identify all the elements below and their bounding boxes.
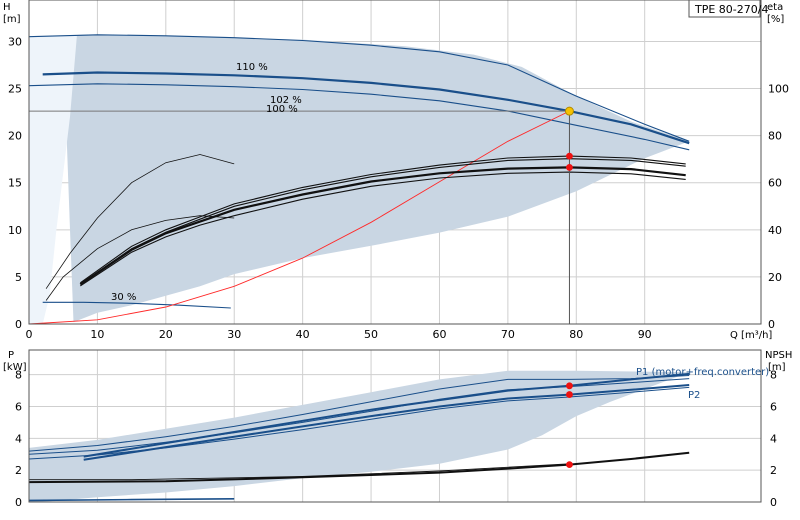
head-operating-area — [29, 34, 690, 325]
head-operating-region — [29, 34, 690, 323]
curve-npsh — [28, 451, 690, 484]
eta-axis-title: eta — [767, 2, 783, 13]
eta-duty-point — [566, 164, 573, 171]
power-markers — [566, 382, 573, 468]
flow-tick-label: 80 — [569, 328, 583, 341]
curve-label-102: 102 % — [270, 95, 302, 106]
curve-npsh — [29, 463, 570, 481]
curve-eta-thin — [45, 215, 235, 301]
curve-label-p2: P2 — [688, 390, 700, 401]
flow-tick-label: 70 — [501, 328, 515, 341]
power-tick-label: 2 — [15, 464, 22, 477]
flow-tick-label: 50 — [364, 328, 378, 341]
head-curves — [28, 34, 690, 325]
curve-p1 — [28, 378, 690, 455]
flow-tick-label: 0 — [26, 328, 33, 341]
npsh-tick-label: 4 — [770, 432, 777, 445]
curve-label-100: 100 % — [266, 104, 298, 115]
head-tick-label: 15 — [8, 177, 22, 190]
power-tick-label: 6 — [15, 401, 22, 414]
head-tick-label: 10 — [8, 224, 22, 237]
head-tick-label: 30 — [8, 35, 22, 48]
head-light-region — [29, 35, 77, 325]
power-operating-region — [29, 370, 690, 502]
npsh-tick-label: 6 — [770, 401, 777, 414]
eta-duty-point — [566, 152, 573, 160]
power-axis-unit: [kW] — [3, 362, 27, 373]
head-y-ticks-left: 0 5 10 15 20 25 30 — [8, 35, 22, 331]
curve-label-110: 110 % — [236, 62, 268, 73]
head-x-ticks: 0 10 20 30 40 50 60 70 80 90 — [26, 328, 652, 341]
head-axis-unit: [m] — [3, 14, 21, 25]
eta-tick-label: 0 — [768, 318, 775, 331]
curve-speed — [42, 71, 690, 145]
head-axis-title: H — [3, 2, 11, 13]
curve-p30 — [28, 498, 235, 502]
duty-point — [564, 106, 574, 116]
power-tick-label: 4 — [15, 432, 22, 445]
eta-tick-label: 100 — [768, 83, 789, 96]
power-curves — [28, 372, 690, 502]
model-label: TPE 80-270/4 — [694, 3, 768, 16]
curve-label-p1: P1 (motor+freq.converter) — [636, 367, 769, 378]
power-plot: 0 2 4 6 8 0 2 4 6 8 P [kW] NPSH [m] P1 (motor+fr… — [3, 349, 792, 509]
power-tick-label: 0 — [15, 496, 22, 509]
model-box — [688, 0, 761, 18]
npsh-tick-label: 8 — [770, 369, 777, 382]
power-tick-label: 8 — [15, 369, 22, 382]
head-plot: 0 10 20 30 40 50 60 70 80 90 0 5 10 15 20 25 30 0 20 40 60… — [3, 0, 789, 341]
npsh-y-ticks-right: 0 2 4 6 8 — [770, 369, 777, 509]
eta-tick-label: 80 — [768, 130, 782, 143]
npsh-axis-title: NPSH — [765, 350, 792, 361]
power-duty-point — [566, 382, 573, 390]
curve-eta — [79, 171, 686, 287]
flow-tick-label: 60 — [432, 328, 446, 341]
curve-p1 — [28, 375, 690, 452]
power-operating-area — [29, 370, 690, 502]
power-plot-frame — [28, 349, 762, 503]
eta-tick-label: 60 — [768, 177, 782, 190]
curve-eta-thin — [45, 154, 235, 289]
curve-p2 — [83, 384, 690, 461]
curve-eta — [79, 155, 686, 284]
eta-tick-label: 40 — [768, 224, 782, 237]
npsh-duty-point — [566, 461, 573, 468]
power-axis-title: P — [8, 350, 14, 361]
npsh-axis-unit: [m] — [768, 362, 786, 373]
power-y-ticks-left: 0 2 4 6 8 — [15, 369, 22, 509]
power-duty-point — [566, 391, 573, 398]
curve-speed — [28, 34, 690, 142]
head-tick-label: 5 — [15, 271, 22, 284]
head-tick-label: 20 — [8, 130, 22, 143]
npsh-tick-label: 2 — [770, 464, 777, 477]
flow-tick-label: 10 — [90, 328, 104, 341]
head-tick-label: 25 — [8, 83, 22, 96]
flow-tick-label: 20 — [159, 328, 173, 341]
eta-axis-unit: [%] — [767, 14, 784, 25]
curve-speed — [28, 83, 690, 151]
curve-label-30: 30 % — [111, 292, 136, 303]
head-plot-frame — [28, 0, 762, 325]
flow-tick-label: 30 — [227, 328, 241, 341]
flow-tick-label: 90 — [638, 328, 652, 341]
flow-tick-label: 40 — [296, 328, 310, 341]
head-tick-label: 0 — [15, 318, 22, 331]
curve-system — [28, 110, 570, 325]
head-markers — [29, 106, 574, 324]
flow-axis-title: Q [m³/h] — [730, 330, 772, 341]
curve-eta-bold — [79, 166, 686, 286]
eta-tick-label: 20 — [768, 271, 782, 284]
npsh-tick-label: 0 — [770, 496, 777, 509]
eta-y-ticks-right: 0 20 40 60 80 100 — [768, 83, 789, 331]
curve-p2 — [28, 386, 690, 460]
curve-speed — [42, 301, 231, 309]
